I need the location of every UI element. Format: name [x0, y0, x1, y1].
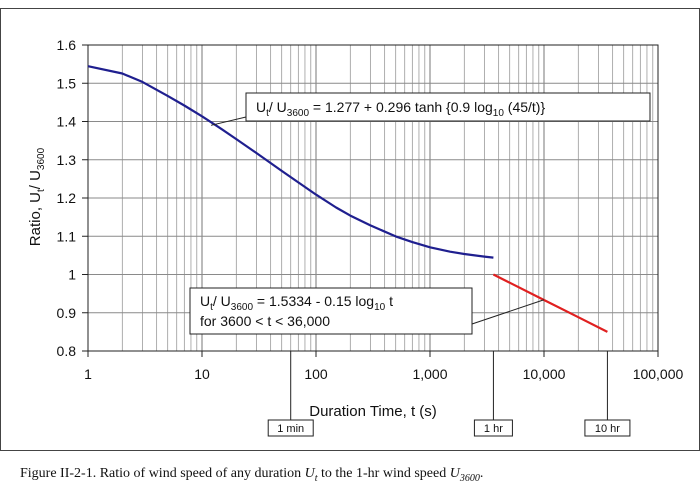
annotations-layer: Ut/ U3600 = 1.277 + 0.296 tanh {0.9 log1… — [189, 92, 651, 335]
wind-ratio-chart: 0.8 0.9 1 1.1 1.2 1.3 1.4 1.5 1.6 1 10 100 1,000 10,… — [0, 8, 700, 451]
x-tick-label: 100 — [304, 366, 328, 382]
time-marker-box — [584, 419, 631, 437]
annotation-leader — [471, 299, 545, 325]
time-marker-label: 1 hr — [484, 423, 503, 435]
annotation-box — [245, 92, 651, 122]
time-marker-label: 10 hr — [595, 423, 620, 435]
annotation-formula: Ut/ U3600 = 1.5334 - 0.15 log10 t — [200, 293, 393, 313]
y-tick-label: 1.3 — [57, 152, 77, 168]
x-tick-label: 1 — [84, 366, 92, 382]
annotation-formula: Ut/ U3600 = 1.277 + 0.296 tanh {0.9 log1… — [256, 99, 545, 119]
annotation-box — [189, 287, 473, 335]
time-marker-box — [473, 419, 513, 437]
y-tick-label: 0.9 — [57, 305, 77, 321]
time-marker-box — [267, 419, 314, 437]
figure-caption: Figure II-2-1. Ratio of wind speed of an… — [20, 466, 484, 484]
chart-frame: 0.8 0.9 1 1.1 1.2 1.3 1.4 1.5 1.6 1 10 100 1,000 10,… — [0, 8, 700, 451]
x-tick-label: 10 — [194, 366, 210, 382]
annotation-leader — [210, 116, 247, 126]
annotation-range: for 3600 < t < 36,000 — [200, 313, 330, 329]
y-tick-label: 1.2 — [57, 190, 77, 206]
x-tick-label: 100,000 — [633, 366, 684, 382]
time-markers-layer: 1 min 1 hr 10 hr — [267, 351, 631, 437]
y-tick-label: 1.4 — [57, 114, 77, 130]
time-marker-label: 1 min — [277, 423, 304, 435]
x-tick-label: 1,000 — [412, 366, 447, 382]
x-axis-title: Duration Time, t (s) — [309, 403, 437, 420]
y-axis-title: Ratio, Ut/ U3600 — [27, 147, 47, 246]
y-tick-label: 1.6 — [57, 37, 77, 53]
x-axis-ticks: 1 10 100 1,000 10,000 100,000 — [84, 351, 684, 382]
y-axis-ticks: 0.8 0.9 1 1.1 1.2 1.3 1.4 1.5 1.6 — [57, 37, 88, 359]
y-tick-label: 0.8 — [57, 343, 77, 359]
y-tick-label: 1.5 — [57, 75, 77, 91]
y-tick-label: 1.1 — [57, 228, 77, 244]
x-tick-label: 10,000 — [523, 366, 566, 382]
y-tick-label: 1 — [68, 267, 76, 283]
series-line-1 — [87, 65, 494, 259]
